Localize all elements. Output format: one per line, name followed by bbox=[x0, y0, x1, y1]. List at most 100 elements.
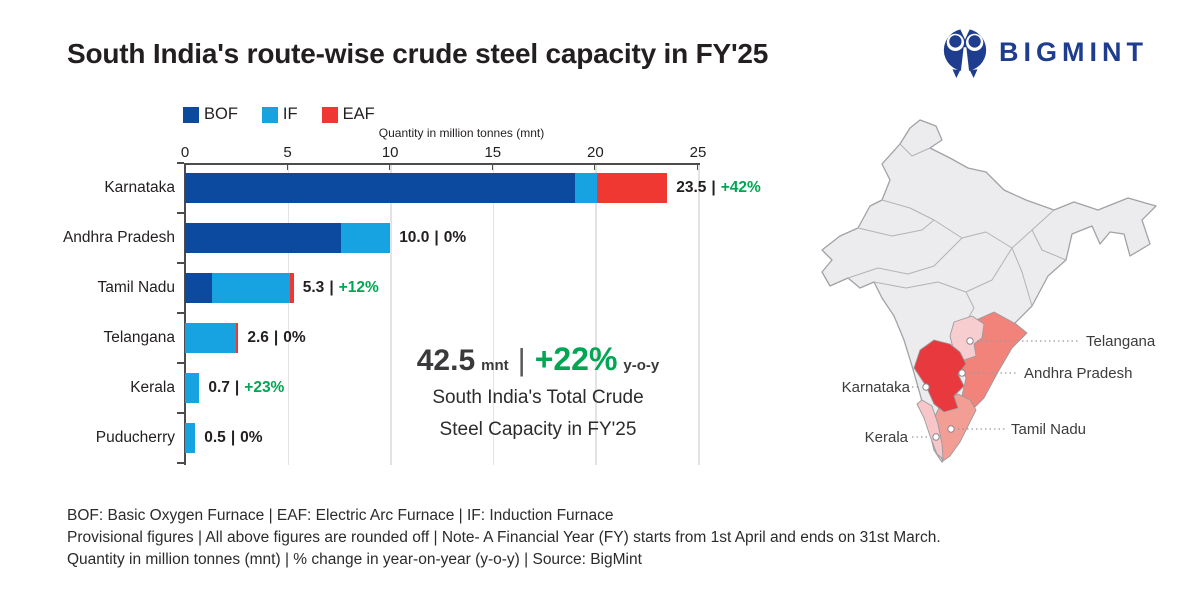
bar-segment-bof bbox=[185, 273, 212, 303]
state-borders bbox=[847, 143, 1067, 323]
bigmint-logo-icon bbox=[943, 27, 987, 78]
y-tick-mark bbox=[177, 412, 184, 414]
category-label: Kerala bbox=[130, 379, 175, 396]
bar-segment-if bbox=[574, 173, 598, 203]
legend-item-bof: BOF bbox=[183, 105, 238, 124]
category-label: Telangana bbox=[103, 329, 175, 346]
gridline bbox=[492, 165, 495, 465]
bar-segment-eaf bbox=[236, 323, 239, 353]
footnote-abbreviations: BOF: Basic Oxygen Furnace | EAF: Electri… bbox=[67, 507, 614, 524]
gridline bbox=[595, 165, 597, 465]
map-label-tamil-nadu: Tamil Nadu bbox=[1011, 421, 1086, 438]
bar-change: 0% bbox=[283, 329, 306, 346]
legend-item-if: IF bbox=[261, 105, 298, 124]
map-label-karnataka: Karnataka bbox=[842, 379, 911, 396]
bar-value-separator: | bbox=[273, 329, 279, 346]
x-tick-label: 0 bbox=[180, 144, 190, 161]
legend-item-eaf: EAF bbox=[321, 105, 375, 124]
bar-total: 0.5 bbox=[204, 429, 226, 446]
footnote-provisional: Provisional figures | All above figures … bbox=[67, 529, 941, 546]
brand-logo: BIGMINT bbox=[940, 26, 1148, 78]
legend-label: IF bbox=[282, 105, 298, 123]
legend-label: BOF bbox=[204, 105, 238, 123]
y-tick-mark bbox=[177, 312, 184, 314]
bar-change: +12% bbox=[338, 279, 379, 296]
legend: BOF IF EAF bbox=[183, 105, 375, 124]
bar-value-separator: | bbox=[711, 179, 716, 196]
gridline bbox=[390, 165, 392, 465]
y-tick-mark bbox=[177, 362, 184, 364]
x-axis-line bbox=[184, 163, 700, 165]
legend-label: EAF bbox=[342, 105, 375, 123]
india-map-svg: Telangana Andhra Pradesh Karnataka Tamil… bbox=[821, 119, 1157, 463]
total-change-unit: y-o-y bbox=[623, 357, 660, 374]
bar-value-separator: | bbox=[329, 279, 334, 296]
gridline bbox=[287, 165, 290, 465]
total-callout-headline: 42.5 mnt | +22% y-o-y bbox=[388, 341, 688, 378]
bar-segment-if bbox=[185, 373, 200, 403]
bar-value-separator: | bbox=[230, 429, 236, 446]
category-label: Puducherry bbox=[95, 429, 175, 446]
bar-segment-eaf bbox=[289, 273, 294, 303]
bar-row-andhra-pradesh: Andhra Pradesh 10.0 | 0% bbox=[63, 213, 698, 263]
map-label-andhra-pradesh: Andhra Pradesh bbox=[1024, 365, 1132, 382]
footnote-source: Quantity in million tonnes (mnt) | % cha… bbox=[67, 551, 642, 568]
map-label-kerala: Kerala bbox=[865, 429, 909, 446]
total-callout: 42.5 mnt | +22% y-o-y South India's Tota… bbox=[388, 341, 688, 441]
bar-row-karnataka: Karnataka 23.5 | +42% bbox=[104, 163, 761, 213]
bar-segment-eaf bbox=[597, 173, 668, 203]
x-tick-label: 5 bbox=[283, 144, 292, 161]
state-kerala bbox=[916, 399, 944, 460]
bar-segment-if bbox=[185, 323, 237, 353]
total-change: +22% bbox=[534, 341, 618, 377]
if-color-swatch bbox=[261, 106, 278, 123]
bar-value-label: 2.6 | 0% bbox=[247, 313, 305, 363]
footnotes: BOF: Basic Oxygen Furnace | EAF: Electri… bbox=[67, 505, 941, 571]
state-markers bbox=[922, 337, 974, 441]
category-label: Karnataka bbox=[104, 179, 175, 196]
total-separator: | bbox=[517, 342, 526, 377]
y-axis-line bbox=[184, 163, 186, 465]
total-unit: mnt bbox=[481, 357, 509, 374]
y-tick-mark bbox=[177, 262, 184, 264]
state-telangana bbox=[949, 315, 985, 361]
x-tick-label: 25 bbox=[689, 144, 707, 161]
y-tick-mark bbox=[177, 162, 184, 164]
map-label-telangana: Telangana bbox=[1086, 333, 1156, 350]
category-label: Andhra Pradesh bbox=[62, 229, 175, 246]
bar-value-label: 23.5 | +42% bbox=[676, 163, 761, 213]
bof-color-swatch bbox=[183, 106, 199, 123]
bar-total: 23.5 bbox=[676, 179, 707, 196]
state-karnataka bbox=[913, 339, 967, 413]
bar-segment-if bbox=[211, 273, 290, 303]
bar-value-separator: | bbox=[234, 379, 240, 396]
bar-value-label: 10.0 | 0% bbox=[399, 213, 466, 263]
bar-total: 5.3 bbox=[302, 279, 325, 296]
bar-segment-if bbox=[185, 423, 196, 453]
bar-value-label: 0.7 | +23% bbox=[208, 363, 284, 413]
total-caption-line1: South India's Total Crude bbox=[432, 387, 644, 408]
y-tick-mark bbox=[177, 212, 184, 214]
x-tick-label: 15 bbox=[484, 144, 502, 161]
bar-segment-bof bbox=[185, 223, 341, 253]
bar-total: 10.0 bbox=[399, 229, 430, 246]
bar-chart-plot: 0 5 10 15 20 25 Karnataka 23.5 | +42% Andhra Prade… bbox=[63, 144, 761, 466]
bar-change: 0% bbox=[240, 429, 263, 446]
bar-segment-bof bbox=[185, 173, 575, 203]
bar-total: 2.6 bbox=[247, 329, 269, 346]
eaf-color-swatch bbox=[321, 106, 338, 123]
bar-value-label: 0.5 | 0% bbox=[204, 413, 262, 463]
bar-value-label: 5.3 | +12% bbox=[303, 263, 379, 313]
axis-title: Quantity in million tonnes (mnt) bbox=[378, 126, 545, 140]
bar-change: +23% bbox=[244, 379, 285, 396]
bar-value-separator: | bbox=[434, 229, 439, 246]
bar-change: 0% bbox=[443, 229, 467, 246]
x-tick-mark bbox=[184, 165, 186, 170]
page-title: South India's route-wise crude steel cap… bbox=[67, 38, 769, 69]
total-caption-line2: Steel Capacity in FY'25 bbox=[439, 419, 637, 440]
total-value: 42.5 bbox=[416, 344, 476, 377]
gridline bbox=[698, 165, 700, 465]
bar-segment-if bbox=[340, 223, 391, 253]
x-tick-label: 20 bbox=[587, 144, 604, 161]
